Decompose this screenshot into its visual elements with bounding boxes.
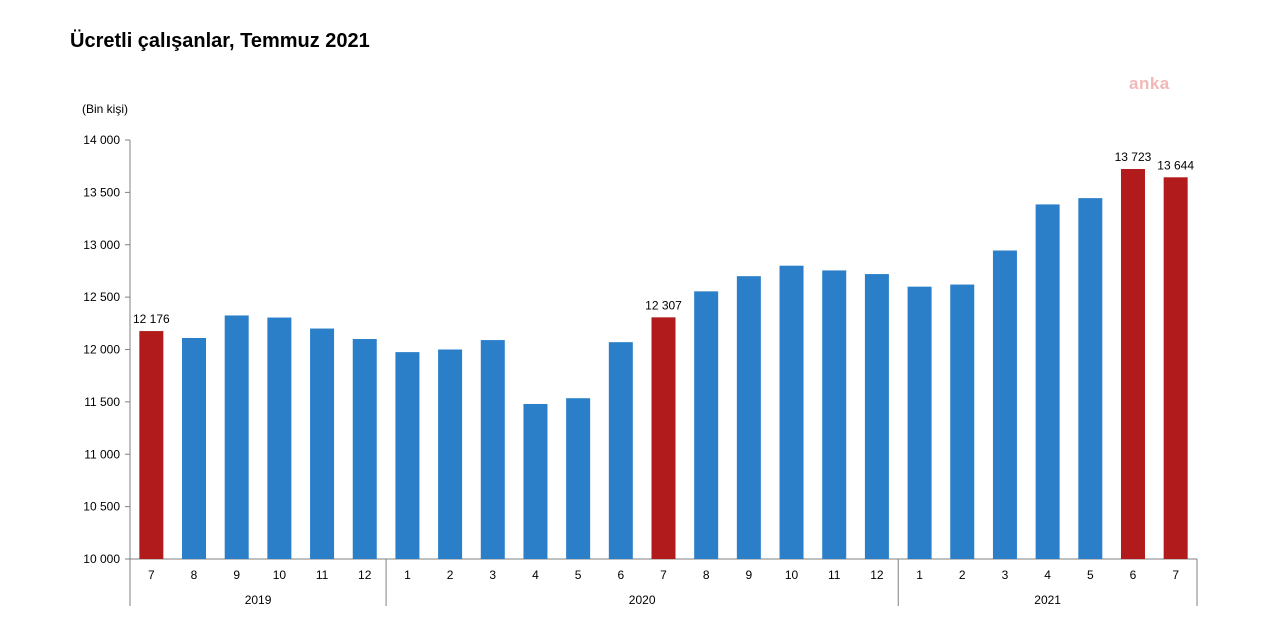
x-tick-label: 6 — [1130, 568, 1137, 582]
x-tick-label: 9 — [746, 568, 753, 582]
bar — [480, 340, 505, 559]
x-tick-label: 5 — [1087, 568, 1094, 582]
x-tick-label: 12 — [870, 568, 884, 582]
x-tick-label: 7 — [660, 568, 667, 582]
bar — [1078, 198, 1103, 560]
x-tick-label: 3 — [489, 568, 496, 582]
x-tick-label: 11 — [316, 568, 329, 582]
group-label: 2020 — [629, 593, 656, 607]
data-label: 13 644 — [1157, 158, 1194, 172]
y-tick-label: 14 000 — [83, 133, 120, 147]
bar — [992, 250, 1017, 560]
bar — [651, 317, 676, 559]
bar — [352, 339, 377, 559]
data-label: 12 176 — [133, 312, 170, 326]
bar — [779, 265, 804, 559]
y-tick-label: 11 000 — [84, 447, 120, 461]
y-tick-label: 12 500 — [83, 290, 120, 304]
bar — [310, 328, 335, 559]
bar — [267, 317, 292, 559]
x-tick-label: 1 — [404, 568, 411, 582]
x-tick-label: 10 — [785, 568, 799, 582]
bar — [395, 352, 420, 559]
x-tick-label: 7 — [148, 568, 155, 582]
y-tick-label: 13 500 — [83, 185, 120, 199]
bar — [438, 349, 463, 559]
x-tick-label: 3 — [1002, 568, 1009, 582]
bar — [1120, 169, 1145, 559]
bar — [182, 337, 207, 559]
bar — [822, 270, 847, 559]
y-tick-label: 11 500 — [84, 395, 120, 409]
data-label: 13 723 — [1115, 150, 1152, 164]
x-tick-label: 2 — [447, 568, 454, 582]
bar — [224, 315, 249, 559]
x-tick-label: 8 — [703, 568, 710, 582]
bar — [608, 342, 633, 559]
chart-title: Ücretli çalışanlar, Temmuz 2021 — [70, 30, 370, 52]
x-tick-label: 9 — [233, 568, 240, 582]
group-label: 2021 — [1034, 593, 1061, 607]
y-tick-label: 12 000 — [83, 343, 120, 357]
data-label: 12 307 — [645, 298, 682, 312]
bar — [139, 331, 164, 559]
bar — [950, 284, 975, 559]
watermark-logo: anka — [1129, 74, 1170, 93]
x-tick-label: 5 — [575, 568, 582, 582]
x-tick-label: 1 — [916, 568, 923, 582]
x-tick-label: 4 — [532, 568, 539, 582]
y-tick-label: 10 000 — [83, 552, 120, 566]
y-tick-label: 13 000 — [83, 238, 120, 252]
x-tick-label: 12 — [358, 568, 372, 582]
x-tick-label: 10 — [273, 568, 287, 582]
bar — [1163, 177, 1188, 559]
bar — [864, 274, 889, 559]
x-tick-label: 7 — [1172, 568, 1179, 582]
y-tick-label: 10 500 — [83, 500, 120, 514]
bar — [736, 276, 761, 559]
y-axis-unit-label: (Bin kişi) — [82, 102, 129, 116]
bar — [566, 398, 591, 559]
x-tick-label: 4 — [1044, 568, 1051, 582]
x-tick-label: 8 — [191, 568, 198, 582]
x-tick-label: 2 — [959, 568, 966, 582]
bar — [694, 291, 719, 559]
x-tick-label: 11 — [828, 568, 841, 582]
group-label: 2019 — [245, 593, 272, 607]
bar — [907, 286, 932, 559]
bar — [1035, 204, 1060, 559]
x-tick-label: 6 — [617, 568, 624, 582]
bar — [523, 403, 548, 559]
